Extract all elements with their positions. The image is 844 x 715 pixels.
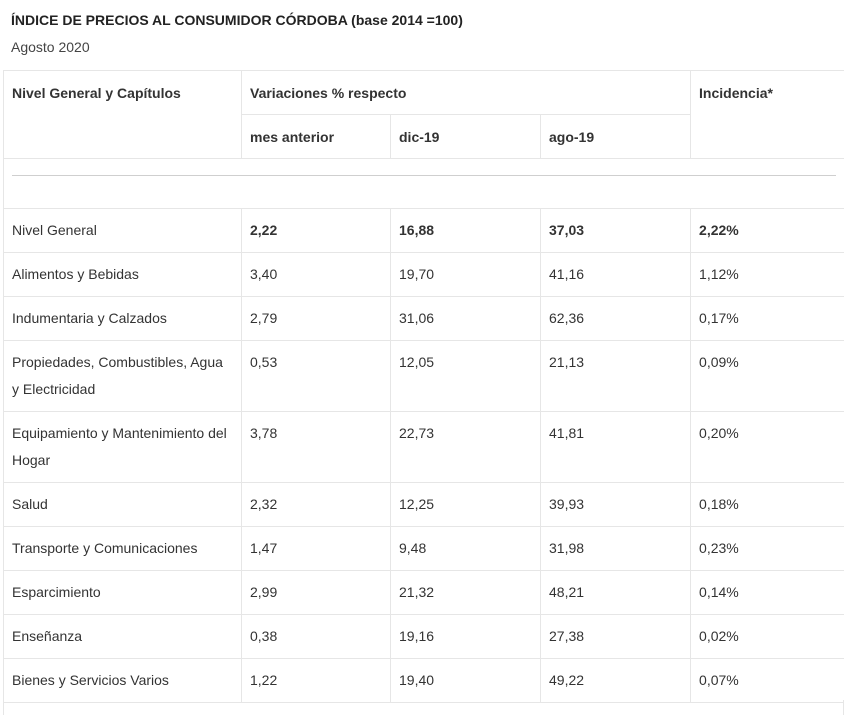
row-prev-month: 2,79 [241, 296, 391, 341]
row-dec19: 22,73 [390, 411, 541, 483]
row-incidence: 0,02% [690, 614, 844, 659]
row-aug19: 62,36 [539, 296, 692, 341]
row-incidence: 0,18% [690, 482, 844, 527]
row-incidence: 0,17% [690, 296, 844, 341]
row-prev-month: 1,22 [241, 658, 391, 703]
row-aug19: 31,98 [539, 526, 692, 571]
row-incidence: 0,23% [690, 526, 844, 571]
row-aug19: 21,13 [539, 340, 692, 412]
page-subtitle: Agosto 2020 [11, 39, 90, 55]
header-category: Nivel General y Capítulos [3, 70, 242, 159]
row-category: Enseñanza [3, 614, 242, 659]
table-row: Bienes y Servicios Varios 1,22 19,40 49,22 0… [3, 658, 844, 703]
row-prev-month: 2,32 [241, 482, 391, 527]
table-row: Nivel General 2,22 16,88 37,03 2,22% [3, 208, 844, 253]
separator-line [12, 175, 837, 176]
header-dec19: dic-19 [390, 114, 541, 159]
row-prev-month: 3,40 [241, 252, 391, 297]
row-category: Bienes y Servicios Varios [3, 658, 242, 703]
row-dec19: 12,25 [390, 482, 541, 527]
row-aug19: 27,38 [539, 614, 692, 659]
separator-row [2, 158, 844, 209]
table-tail [3, 700, 844, 715]
table-row: Enseñanza 0,38 19,16 27,38 0,02% [3, 614, 844, 659]
row-aug19: 37,03 [539, 208, 692, 253]
row-category: Equipamiento y Mantenimiento del Hogar [3, 411, 242, 483]
header-aug19: ago-19 [539, 114, 692, 159]
row-incidence: 1,12% [690, 252, 844, 297]
row-incidence: 0,14% [690, 570, 844, 615]
table-row: Propiedades, Combustibles, Agua y Electr… [3, 340, 844, 412]
row-category: Propiedades, Combustibles, Agua y Electr… [3, 340, 242, 412]
row-prev-month: 2,99 [241, 570, 391, 615]
row-prev-month: 0,53 [241, 340, 391, 412]
row-dec19: 19,40 [390, 658, 541, 703]
row-dec19: 31,06 [390, 296, 541, 341]
row-incidence: 0,09% [690, 340, 844, 412]
row-dec19: 21,32 [390, 570, 541, 615]
row-aug19: 41,16 [539, 252, 692, 297]
table-row: Alimentos y Bebidas 3,40 19,70 41,16 1,12% [3, 252, 844, 297]
row-category: Nivel General [3, 208, 242, 253]
row-dec19: 16,88 [390, 208, 541, 253]
row-dec19: 9,48 [390, 526, 541, 571]
header-prev-month: mes anterior [241, 114, 391, 159]
row-incidence: 2,22% [690, 208, 844, 253]
row-prev-month: 0,38 [241, 614, 391, 659]
row-prev-month: 3,78 [241, 411, 391, 483]
row-incidence: 0,07% [690, 658, 844, 703]
row-dec19: 19,16 [390, 614, 541, 659]
header-incidence: Incidencia* [690, 70, 844, 159]
row-category: Salud [3, 482, 242, 527]
table-row: Salud 2,32 12,25 39,93 0,18% [3, 482, 844, 527]
table-header-row: Nivel General y Capítulos Variaciones % … [3, 70, 844, 159]
row-prev-month: 1,47 [241, 526, 391, 571]
row-dec19: 19,70 [390, 252, 541, 297]
row-incidence: 0,20% [690, 411, 844, 483]
table-row: Esparcimiento 2,99 21,32 48,21 0,14% [3, 570, 844, 615]
table-row: Indumentaria y Calzados 2,79 31,06 62,36 0,1… [3, 296, 844, 341]
row-dec19: 12,05 [390, 340, 541, 412]
row-category: Indumentaria y Calzados [3, 296, 242, 341]
ipc-table: Nivel General y Capítulos Variaciones % … [2, 70, 844, 703]
row-aug19: 41,81 [539, 411, 692, 483]
row-prev-month: 2,22 [241, 208, 391, 253]
header-variations: Variaciones % respecto [240, 70, 692, 115]
row-category: Transporte y Comunicaciones [3, 526, 242, 571]
table-body: Nivel General 2,22 16,88 37,03 2,22% Alimento… [3, 208, 844, 703]
table-subheader-row: mes anterior dic-19 ago-19 [4, 114, 844, 159]
table-row: Equipamiento y Mantenimiento del Hogar 3,… [3, 411, 844, 483]
row-category: Esparcimiento [3, 570, 242, 615]
row-aug19: 49,22 [539, 658, 692, 703]
page-title: ÍNDICE DE PRECIOS AL CONSUMIDOR CÓRDOBA … [11, 12, 463, 28]
row-aug19: 39,93 [539, 482, 692, 527]
row-aug19: 48,21 [539, 570, 692, 615]
row-category: Alimentos y Bebidas [3, 252, 242, 297]
table-row: Transporte y Comunicaciones 1,47 9,48 31,98… [3, 526, 844, 571]
